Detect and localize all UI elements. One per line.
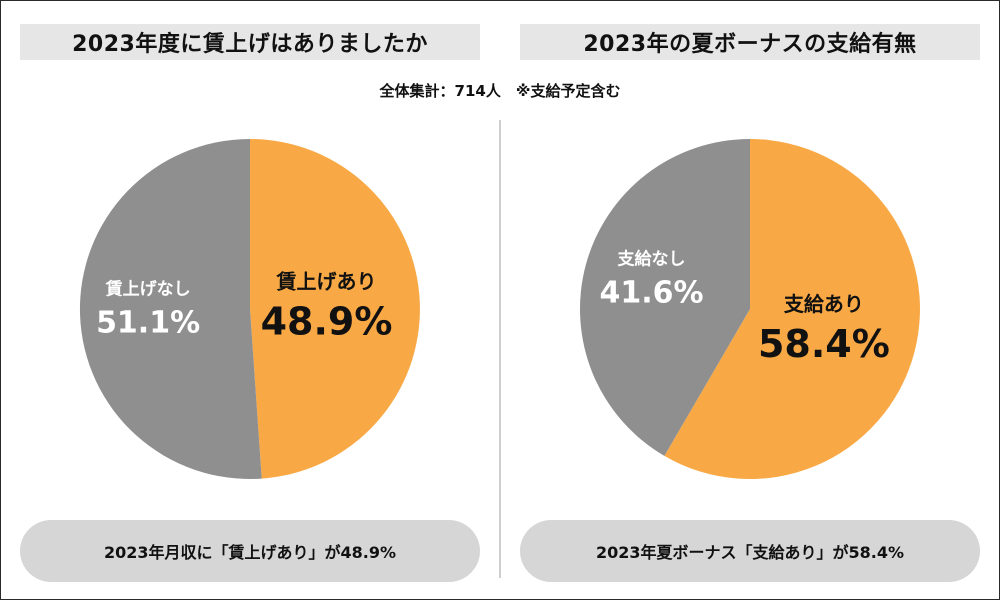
center-divider bbox=[499, 120, 501, 578]
right-yes-value: 58.4% bbox=[758, 322, 890, 366]
right-no-value: 41.6% bbox=[599, 275, 703, 310]
left-pie-slice-no bbox=[79, 138, 262, 479]
right-caption-pill: 2023年夏ボーナス「支給あり」が58.4% bbox=[520, 520, 980, 582]
left-pie-chart: 賃上げあり 48.9% 賃上げなし 51.1% bbox=[79, 138, 420, 479]
total-note: 全体集計：714人 ※支給予定含む bbox=[379, 82, 621, 100]
left-no-value: 51.1% bbox=[96, 306, 200, 341]
left-no-label: 賃上げなし bbox=[105, 279, 191, 300]
right-chart-title: 2023年の夏ボーナスの支給有無 bbox=[520, 24, 980, 60]
left-chart-title: 2023年度に賃上げはありましたか bbox=[20, 24, 480, 60]
left-yes-label: 賃上げあり bbox=[276, 269, 377, 293]
left-yes-value: 48.9% bbox=[261, 299, 393, 343]
left-pie-slice-yes bbox=[250, 139, 420, 479]
right-pie-chart: 支給あり 58.4% 支給なし 41.6% bbox=[579, 139, 920, 480]
right-pie-slice-no bbox=[579, 139, 750, 456]
right-no-label: 支給なし bbox=[618, 248, 686, 269]
right-yes-label: 支給あり bbox=[784, 292, 864, 316]
right-pie-slice-yes bbox=[664, 139, 920, 480]
left-caption-pill: 2023年月収に「賃上げあり」が48.9% bbox=[20, 520, 480, 582]
